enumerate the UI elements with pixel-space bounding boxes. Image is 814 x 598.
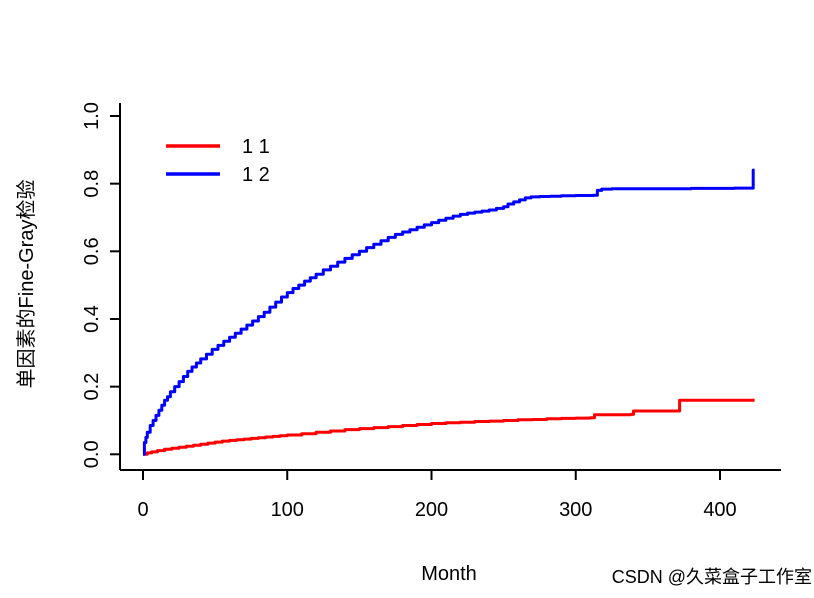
x-tick-label: 100 — [271, 499, 304, 521]
series-group — [142, 168, 755, 456]
y-tick-label: 0.4 — [81, 305, 103, 333]
x-axis-ticks: 0 100 200 300 400 — [137, 470, 737, 521]
legend-label-1-1: 1 1 — [242, 136, 270, 158]
y-tick-label: 1.0 — [81, 102, 103, 130]
y-tick-label: 0.6 — [81, 237, 103, 265]
series-line-1-1 — [143, 398, 755, 456]
legend-label-1-2: 1 2 — [242, 164, 270, 186]
watermark: CSDN @久菜盒子工作室 — [612, 567, 812, 587]
x-tick-label: 300 — [559, 499, 592, 521]
x-tick-label: 200 — [415, 499, 448, 521]
x-axis-title: Month — [421, 563, 477, 585]
series-line-1-2 — [142, 168, 755, 456]
x-tick-label: 0 — [137, 499, 148, 521]
y-tick-label: 0.2 — [81, 373, 103, 401]
x-tick-label: 400 — [703, 499, 736, 521]
legend: 1 11 2 — [166, 136, 270, 186]
y-axis-title: 单因素的Fine-Gray检验 — [15, 180, 38, 389]
y-tick-label: 0.8 — [81, 170, 103, 198]
y-tick-label: 0.0 — [81, 440, 103, 468]
y-axis-ticks: 0.0 0.2 0.4 0.6 0.8 1.0 — [81, 102, 120, 468]
